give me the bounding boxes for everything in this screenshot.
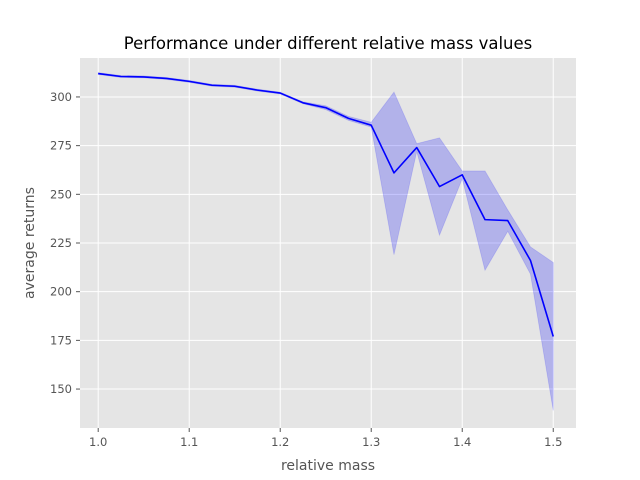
y-tick-label: 175	[50, 333, 72, 347]
y-axis-label: average returns	[22, 187, 38, 299]
x-tick-label: 1.2	[271, 435, 289, 449]
x-tick-label: 1.1	[180, 435, 198, 449]
x-axis-ticks: 1.0 1.1 1.2 1.3 1.4 1.5	[89, 428, 562, 449]
grid-lines	[80, 58, 576, 428]
y-tick-label: 250	[50, 187, 72, 201]
series-line-layer	[98, 72, 555, 337]
series-line	[98, 72, 555, 337]
confidence-band	[97, 72, 554, 411]
y-tick-label: 150	[50, 382, 72, 396]
x-axis-label: relative mass	[281, 458, 375, 474]
x-tick-label: 1.0	[89, 435, 107, 449]
y-tick-label: 200	[50, 285, 72, 299]
y-axis-ticks: 150 175 200 225 250 275 300	[50, 90, 80, 396]
y-tick-label: 300	[50, 90, 72, 104]
x-tick-label: 1.3	[362, 435, 380, 449]
confidence-band-layer	[97, 72, 554, 411]
y-tick-label: 225	[50, 236, 72, 250]
chart-title: Performance under different relative mas…	[124, 34, 532, 53]
x-tick-label: 1.4	[453, 435, 471, 449]
x-tick-label: 1.5	[544, 435, 562, 449]
y-tick-label: 275	[50, 139, 72, 153]
